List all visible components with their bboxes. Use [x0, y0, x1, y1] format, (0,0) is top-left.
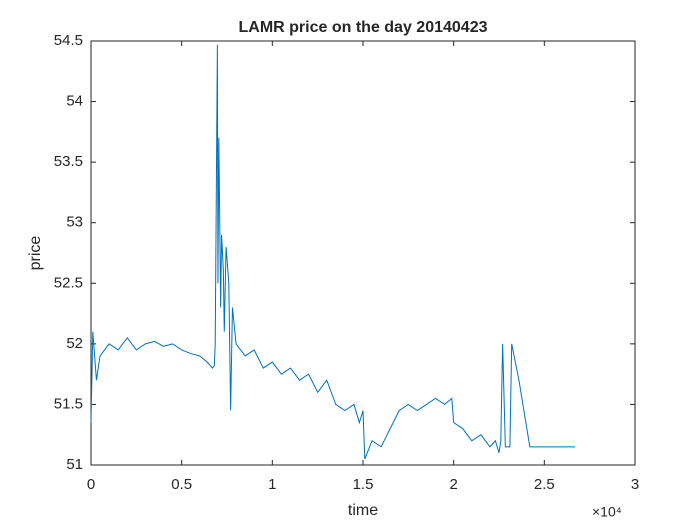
x-tick-label: 2 — [449, 476, 457, 493]
x-tick-label: 1.5 — [353, 476, 374, 493]
chart-title: LAMR price on the day 20140423 — [239, 19, 488, 36]
y-tick-label: 52 — [66, 335, 83, 352]
x-axis-label: time — [348, 502, 378, 519]
x-tick-label: 2.5 — [534, 476, 555, 493]
x-tick-label: 0 — [87, 476, 95, 493]
y-axis-label: price — [27, 236, 44, 271]
axes-box — [90, 40, 636, 466]
x-multiplier: ×10⁴ — [592, 504, 622, 520]
y-tick-label: 53.5 — [54, 153, 83, 170]
y-tick-label: 54 — [66, 93, 83, 110]
x-tick-label: 0.5 — [171, 476, 192, 493]
y-tick-label: 53 — [66, 214, 83, 231]
x-tick-label: 3 — [631, 476, 639, 493]
y-tick-label: 54.5 — [54, 32, 83, 49]
price-line — [90, 44, 576, 460]
y-tick-label: 51.5 — [54, 395, 83, 412]
y-tick-label: 52.5 — [54, 274, 83, 291]
x-tick-label: 1 — [268, 476, 276, 493]
y-tick-label: 51 — [66, 456, 83, 473]
